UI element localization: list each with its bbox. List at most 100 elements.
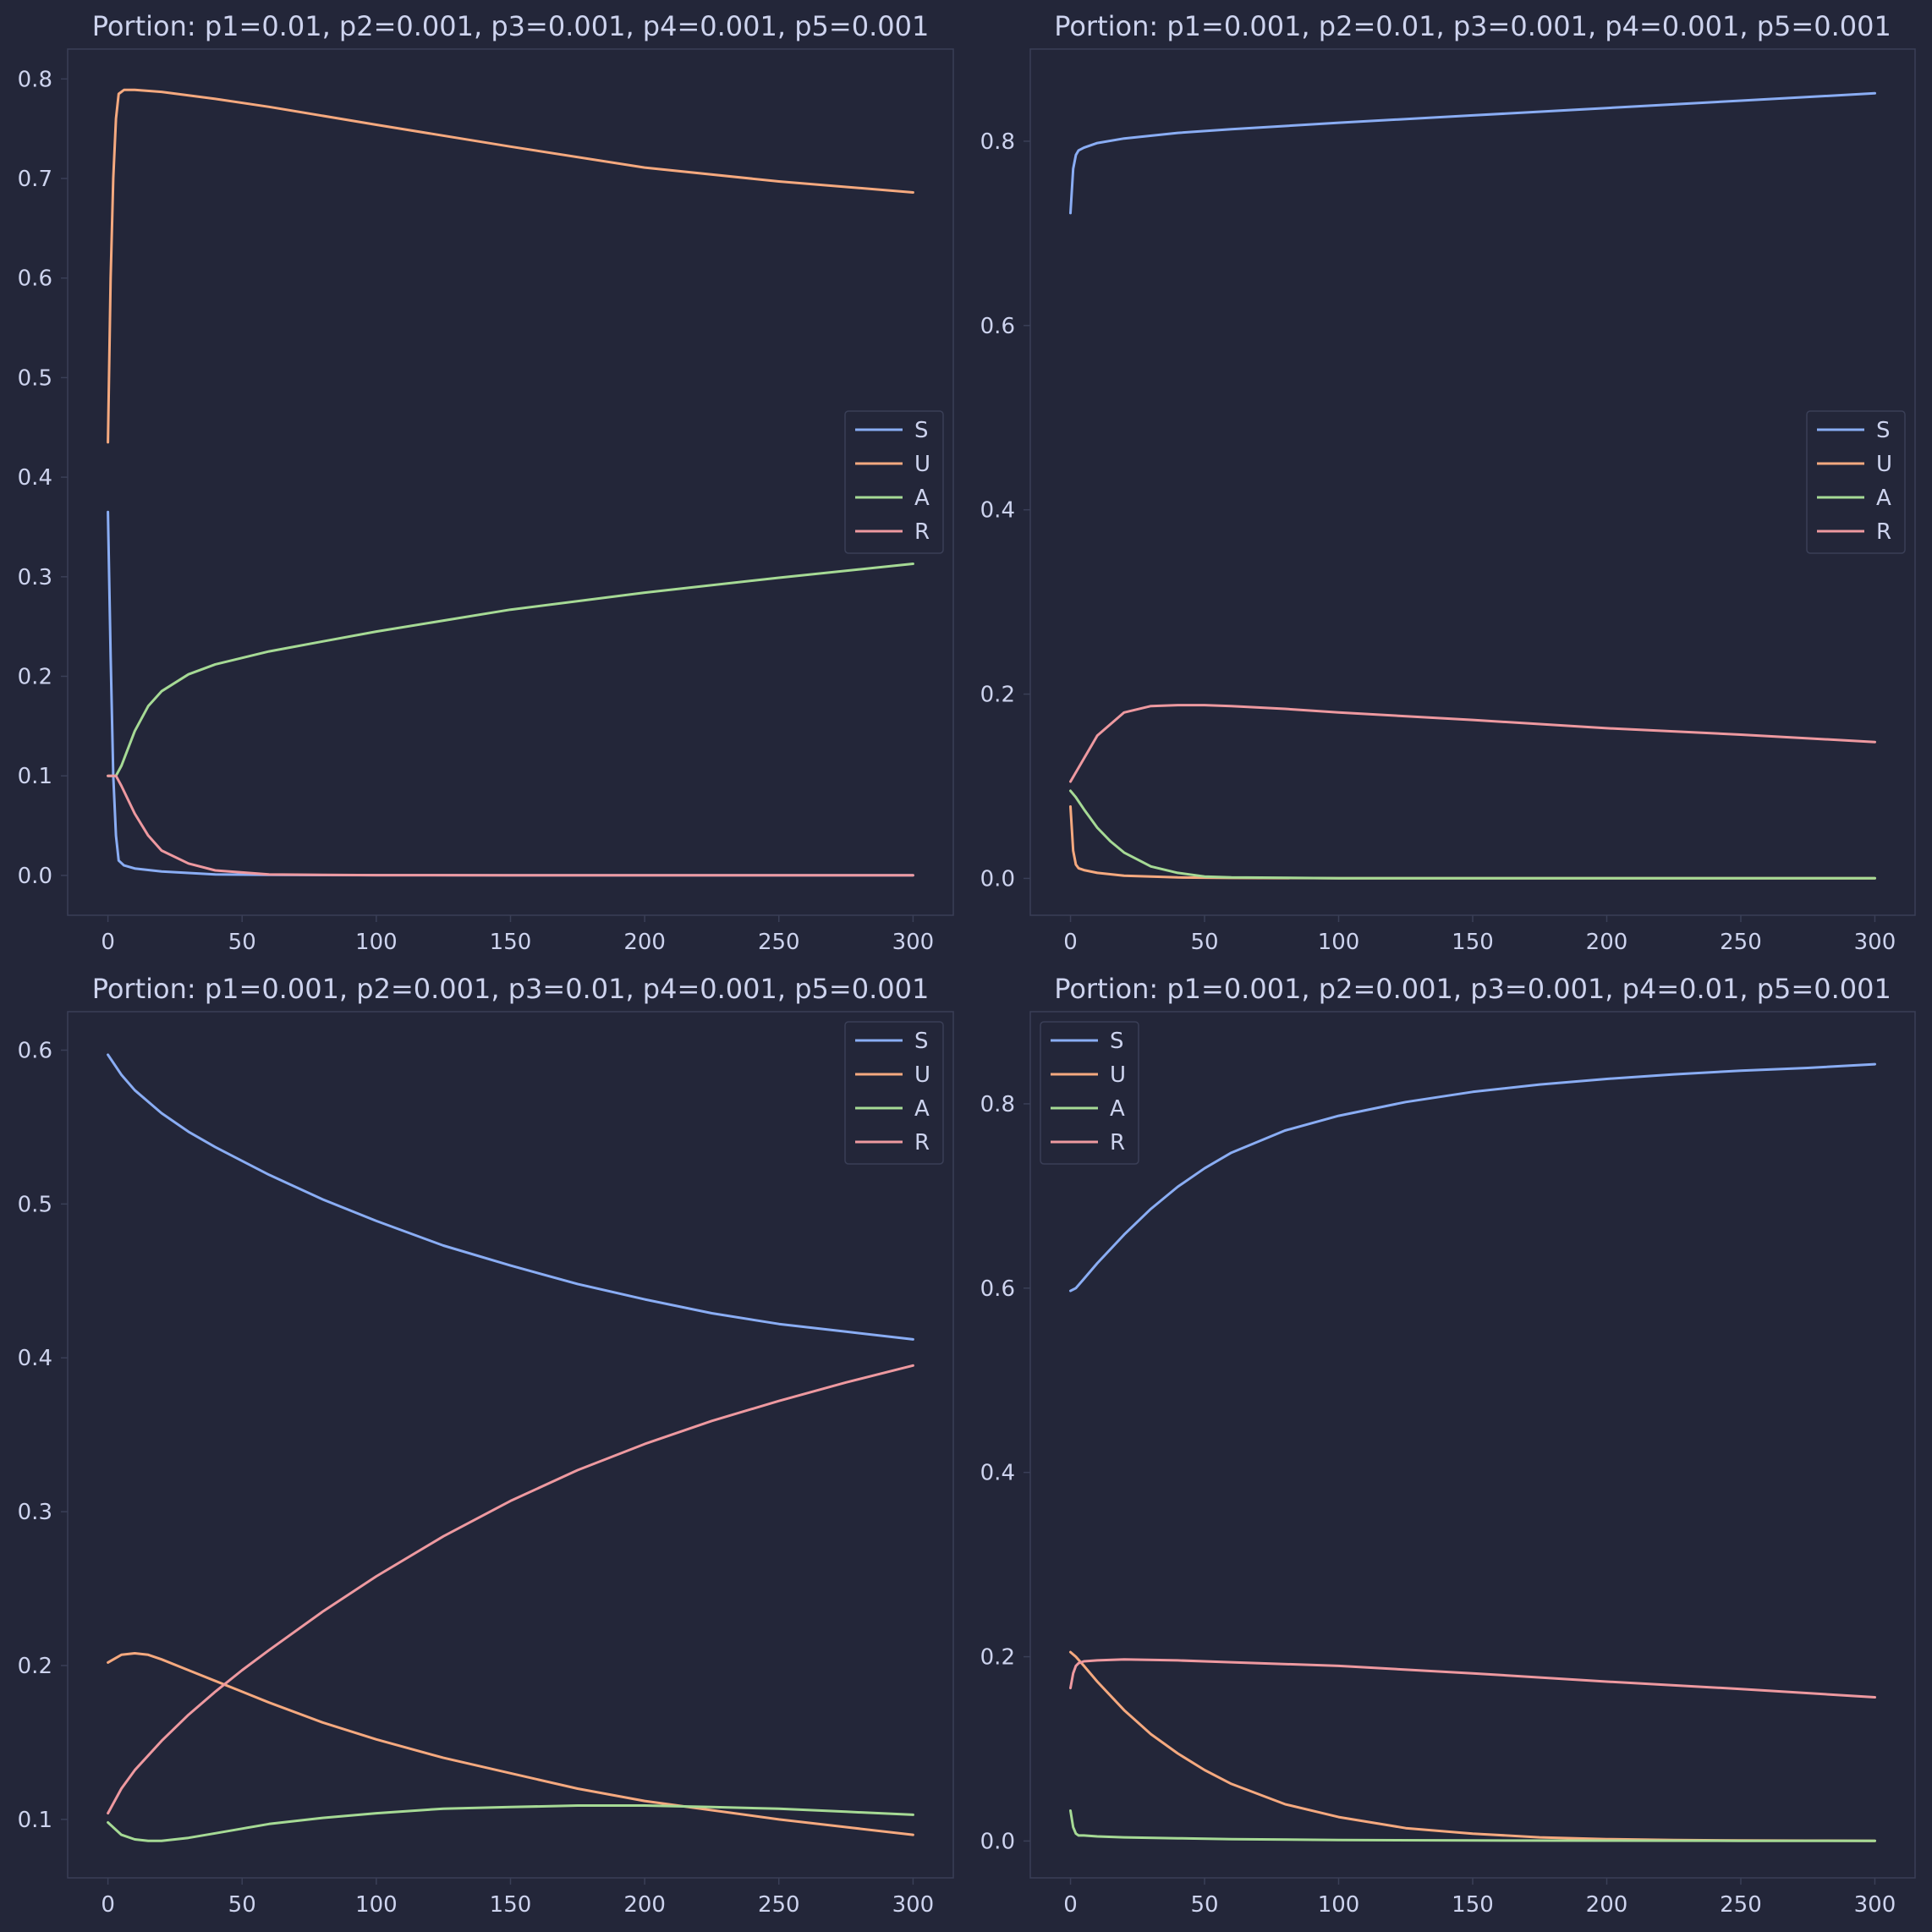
x-tick-label: 0 [101,1892,115,1918]
x-tick-label: 50 [228,930,256,955]
chart-title: Portion: p1=0.001, p2=0.001, p3=0.01, p4… [92,973,930,1005]
x-tick-label: 100 [355,1892,398,1918]
series-line-S [107,1053,914,1341]
y-tick-label: 0.0 [980,1829,1015,1854]
y-tick-label: 0.0 [980,866,1015,892]
y-tick-label: 0.0 [18,864,52,889]
legend-box [1040,1021,1139,1165]
y-tick-label: 0.6 [980,314,1015,339]
legend-box [1806,410,1906,554]
y-tick-label: 0.4 [980,498,1015,524]
y-tick-label: 0.6 [18,266,52,292]
series-line-R [107,1364,914,1815]
x-tick-label: 150 [490,930,532,955]
chart-panel-4: Portion: p1=0.001, p2=0.001, p3=0.001, p… [980,973,1916,1918]
y-tick-label: 0.2 [18,665,52,690]
axes-frame [67,1011,954,1879]
x-tick-label: 300 [1854,930,1896,955]
series-line-R [1069,704,1876,783]
x-tick-label: 150 [1452,930,1494,955]
y-tick-label: 0.8 [18,67,52,92]
y-tick-label: 0.6 [18,1038,52,1063]
x-tick-label: 0 [101,930,115,955]
y-tick-label: 0.2 [980,683,1015,708]
legend-label: U [1110,1062,1126,1088]
legend-label: A [1110,1096,1125,1122]
x-tick-label: 250 [758,1892,800,1918]
series-line-U [107,88,914,444]
series-line-S [107,510,914,877]
x-tick-label: 50 [1190,930,1218,955]
series-line-A [107,563,914,777]
legend-box [844,1021,944,1165]
y-tick-label: 0.7 [18,167,52,192]
x-tick-label: 300 [892,1892,935,1918]
series-line-A [107,1804,914,1842]
y-tick-label: 0.5 [18,365,52,391]
x-tick-label: 250 [758,930,800,955]
legend-label: S [1876,418,1891,443]
y-tick-label: 0.8 [980,1092,1015,1117]
chart-panel-1: Portion: p1=0.01, p2=0.001, p3=0.001, p4… [18,10,954,955]
x-tick-label: 200 [1586,1892,1628,1918]
chart-panel-2: Portion: p1=0.001, p2=0.01, p3=0.001, p4… [980,10,1916,955]
x-tick-label: 150 [490,1892,532,1918]
y-tick-label: 0.4 [980,1461,1015,1486]
series-line-U [1069,805,1876,880]
y-tick-label: 0.2 [980,1645,1015,1671]
series-line-R [1069,1658,1876,1699]
legend-label: S [914,1029,929,1054]
legend-label: R [1110,1130,1125,1155]
x-tick-label: 200 [1586,930,1628,955]
series-line-S [1069,1062,1876,1293]
y-tick-label: 0.3 [18,565,52,590]
legend-label: A [1876,486,1891,511]
y-tick-label: 0.6 [980,1276,1015,1302]
x-tick-label: 150 [1452,1892,1494,1918]
y-tick-label: 0.5 [18,1192,52,1217]
x-tick-label: 0 [1063,1892,1078,1918]
chart-title: Portion: p1=0.01, p2=0.001, p3=0.001, p4… [92,10,930,42]
axes-frame [1029,1011,1916,1879]
x-tick-label: 100 [1318,930,1360,955]
x-tick-label: 100 [1318,1892,1360,1918]
y-tick-label: 0.1 [18,764,52,789]
x-tick-label: 50 [228,1892,256,1918]
axes-frame [67,48,954,916]
chart-title: Portion: p1=0.001, p2=0.01, p3=0.001, p4… [1054,10,1891,42]
series-line-U [107,1652,914,1836]
x-tick-label: 200 [623,1892,666,1918]
legend-label: R [914,1130,930,1155]
x-tick-label: 250 [1720,1892,1762,1918]
legend-label: S [914,418,929,443]
legend-label: A [914,1096,930,1122]
legend-label: R [914,519,930,545]
series-line-S [1069,91,1876,215]
series-line-R [107,774,914,877]
x-tick-label: 250 [1720,930,1762,955]
x-tick-label: 100 [355,930,398,955]
legend-box [844,410,944,554]
x-tick-label: 0 [1063,930,1078,955]
y-tick-label: 0.1 [18,1808,52,1833]
chart-panel-3: Portion: p1=0.001, p2=0.001, p3=0.01, p4… [18,973,954,1918]
x-tick-label: 300 [892,930,935,955]
x-tick-label: 200 [623,930,666,955]
axes-frame [1029,48,1916,916]
legend-label: A [914,486,930,511]
y-tick-label: 0.8 [980,129,1015,155]
legend-label: U [914,452,930,477]
x-tick-label: 50 [1190,1892,1218,1918]
legend-label: S [1110,1029,1124,1054]
legend-label: R [1876,519,1891,545]
y-tick-label: 0.4 [18,1346,52,1371]
legend-label: U [1876,452,1892,477]
series-line-U [1069,1650,1876,1842]
series-line-A [1069,789,1876,880]
series-line-A [1069,1809,1876,1842]
